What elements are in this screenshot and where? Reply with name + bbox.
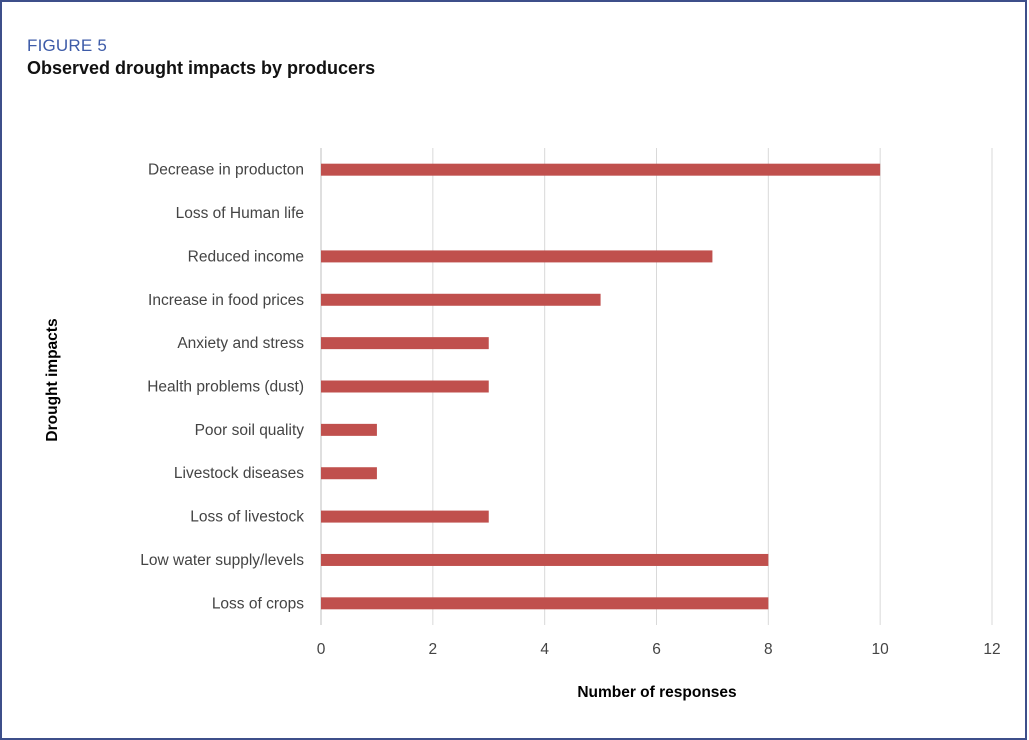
x-tick-label: 10: [872, 641, 890, 658]
x-axis-title: Number of responses: [577, 684, 736, 701]
bar: [321, 337, 489, 350]
figure-title: Observed drought impacts by producers: [27, 58, 376, 78]
x-tick-label: 0: [317, 641, 326, 658]
bar: [321, 380, 489, 393]
bar: [321, 163, 881, 176]
x-tick-label: 8: [764, 641, 773, 658]
figure-label: FIGURE 5: [27, 36, 108, 55]
x-tick-label: 12: [983, 641, 1000, 658]
x-tick-label: 6: [652, 641, 661, 658]
gridlines: [320, 148, 993, 625]
category-label: Health problems (dust): [147, 379, 304, 396]
category-label: Decrease in producton: [148, 162, 304, 179]
category-label: Reduced income: [188, 248, 304, 265]
bar: [321, 423, 377, 436]
bar: [321, 553, 769, 566]
category-label: Loss of livestock: [190, 509, 304, 526]
y-axis-title: Drought impacts: [44, 318, 61, 441]
bar: [321, 597, 769, 610]
bar: [321, 510, 489, 523]
category-label: Livestock diseases: [174, 465, 304, 482]
category-label: Loss of crops: [212, 595, 304, 612]
bar: [321, 250, 713, 263]
bar: [321, 293, 601, 306]
category-label: Anxiety and stress: [177, 335, 304, 352]
category-labels: Decrease in producton Loss of Human life R…: [140, 162, 304, 613]
category-label: Increase in food prices: [148, 292, 304, 309]
x-tick-label: 2: [429, 641, 438, 658]
category-label: Loss of Human life: [176, 205, 304, 222]
x-tick-label: 4: [540, 641, 549, 658]
bars: [321, 163, 881, 610]
bar: [321, 467, 377, 480]
category-label: Poor soil quality: [195, 422, 305, 439]
category-label: Low water supply/levels: [140, 552, 304, 569]
x-tick-labels: 0 2 4 6 8 10 12: [317, 641, 1001, 658]
